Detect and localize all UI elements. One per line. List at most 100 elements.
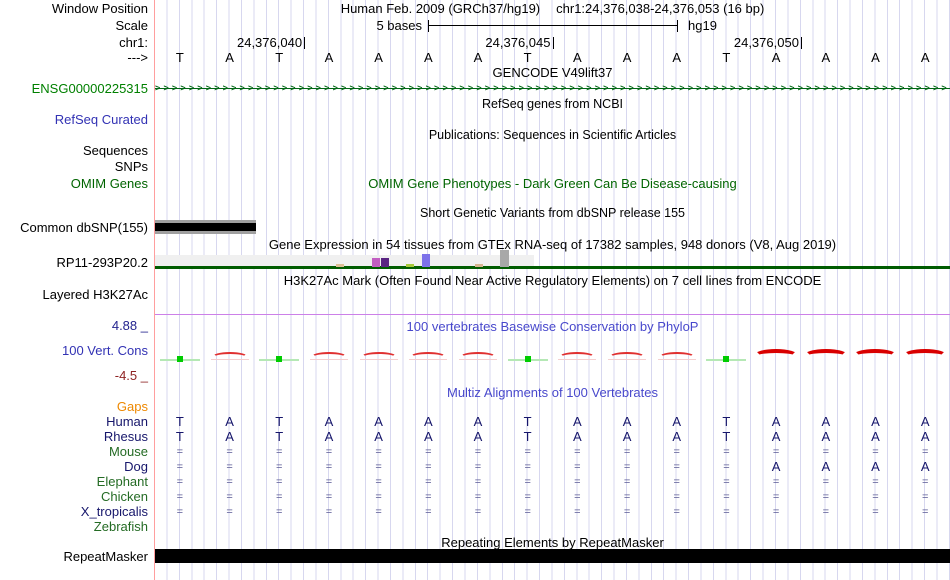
scale-ruler-line — [429, 25, 677, 26]
multiz-aligned-mark: = — [425, 491, 432, 503]
multiz-aligned-mark: = — [325, 476, 333, 488]
conservation-peak-small — [310, 352, 347, 362]
multiz-aligned-mark: = — [474, 461, 482, 473]
multiz-aligned-mark: = — [425, 506, 432, 518]
conservation-peak-small — [211, 352, 248, 362]
multiz-aligned-mark: = — [574, 461, 581, 473]
multiz-aligned-mark: = — [921, 446, 929, 458]
multiz-aligned-mark: = — [176, 476, 184, 488]
multiz-aligned-mark: = — [524, 461, 531, 473]
multiz-aligned-mark: = — [226, 476, 233, 488]
multiz-base: A — [771, 414, 781, 429]
sequence-base: T — [275, 50, 284, 65]
multiz-aligned-mark: = — [623, 446, 631, 458]
multiz-base: A — [423, 429, 433, 444]
multiz-aligned-mark: = — [276, 491, 283, 503]
multiz-species-label-elephant[interactable]: Elephant — [96, 474, 148, 489]
assembly-title: Human Feb. 2009 (GRCh37/hg19) — [340, 1, 541, 16]
conservation-label[interactable]: 100 Vert. Cons — [62, 343, 148, 358]
gtex-expression-mark[interactable] — [422, 254, 430, 267]
omim-genes-label[interactable]: OMIM Genes — [70, 176, 148, 191]
conservation-peak-small — [459, 352, 496, 362]
coordinate-label: 24,376,045 — [485, 35, 551, 50]
multiz-aligned-mark: = — [375, 476, 382, 488]
multiz-aligned-mark: = — [375, 491, 382, 503]
track-area-left-border — [154, 0, 155, 580]
multiz-aligned-mark: = — [772, 491, 780, 503]
gencode-transcript-arrows[interactable]: >>>>>>>>>>>>>>>>>>>>>>>>>>>>>>>>>>>>>>>>… — [155, 83, 950, 93]
multiz-species-label-dog[interactable]: Dog — [124, 459, 148, 474]
multiz-aligned-mark: = — [226, 506, 233, 518]
multiz-aligned-mark: = — [673, 461, 680, 473]
multiz-species-label-rhesus[interactable]: Rhesus — [103, 429, 148, 444]
h3k27ac-signal-line[interactable] — [155, 314, 950, 315]
multiz-aligned-mark: = — [276, 446, 283, 458]
gencode-transcript-line[interactable] — [155, 88, 950, 89]
gtex-gene-line[interactable] — [155, 266, 950, 269]
refseq-curated-label[interactable]: RefSeq Curated — [54, 112, 148, 127]
multiz-aligned-mark: = — [474, 506, 482, 518]
multiz-base: A — [821, 414, 831, 429]
multiz-aligned-mark: = — [872, 506, 879, 518]
multiz-species-label-zebrafish[interactable]: Zebrafish — [93, 519, 148, 534]
gtex-expression-mark[interactable] — [500, 250, 509, 267]
common-dbsnp-label[interactable]: Common dbSNP(155) — [20, 220, 148, 235]
dbsnp-variant-bar-core — [155, 223, 256, 231]
multiz-base: A — [573, 429, 582, 444]
conservation-max-value: 4.88 _ — [111, 318, 148, 333]
multiz-base: T — [523, 414, 532, 429]
multiz-aligned-mark: = — [524, 491, 531, 503]
multiz-base: T — [175, 429, 184, 444]
multiz-aligned-mark: = — [872, 446, 879, 458]
gencode-item-label[interactable]: ENSG00000225315 — [31, 81, 148, 96]
multiz-base: A — [374, 429, 383, 444]
multiz-base: A — [920, 459, 930, 474]
multiz-base: A — [821, 429, 831, 444]
multiz-base: A — [871, 429, 880, 444]
publications-sequences-label[interactable]: Sequences — [82, 143, 148, 158]
multiz-base: A — [821, 459, 831, 474]
multiz-aligned-mark: = — [524, 506, 531, 518]
snps-label[interactable]: SNPs — [114, 159, 148, 174]
multiz-track-title: Multiz Alignments of 100 Vertebrates — [446, 385, 658, 400]
multiz-base: A — [871, 414, 880, 429]
multiz-species-label-gaps[interactable]: Gaps — [116, 399, 148, 414]
sequence-base: A — [672, 50, 682, 65]
publications-track-title: Publications: Sequences in Scientific Ar… — [428, 128, 677, 142]
gtex-expression-mark[interactable] — [475, 264, 483, 267]
multiz-base: A — [573, 414, 582, 429]
h3k27ac-label[interactable]: Layered H3K27Ac — [42, 287, 148, 302]
multiz-base: A — [374, 414, 383, 429]
multiz-aligned-mark: = — [872, 476, 879, 488]
multiz-base: A — [920, 414, 930, 429]
conservation-peak-large — [754, 349, 799, 362]
multiz-base: A — [622, 429, 632, 444]
multiz-aligned-mark: = — [822, 476, 829, 488]
multiz-base: A — [672, 414, 682, 429]
multiz-species-label-chicken[interactable]: Chicken — [101, 489, 148, 504]
conservation-peak-small — [360, 352, 397, 362]
sequence-base: A — [622, 50, 632, 65]
gtex-expression-mark[interactable] — [336, 264, 344, 267]
multiz-base: T — [175, 414, 184, 429]
multiz-species-label-mouse[interactable]: Mouse — [108, 444, 148, 459]
gtex-track-title: Gene Expression in 54 tissues from GTEx … — [268, 237, 837, 252]
multiz-species-label-human[interactable]: Human — [106, 414, 148, 429]
conservation-min-value: -4.5 _ — [114, 368, 148, 383]
multiz-species-label-x_tropicalis[interactable]: X_tropicalis — [80, 504, 148, 519]
conservation-peak-small — [559, 352, 596, 362]
gtex-expression-mark[interactable] — [381, 258, 389, 267]
multiz-aligned-mark: = — [623, 476, 631, 488]
multiz-aligned-mark: = — [921, 506, 929, 518]
gtex-expression-mark[interactable] — [406, 264, 414, 267]
gtex-expression-mark[interactable] — [372, 258, 380, 267]
multiz-aligned-mark: = — [574, 506, 581, 518]
repeatmasker-element-bar[interactable] — [155, 549, 950, 563]
multiz-aligned-mark: = — [276, 461, 283, 473]
sequence-base: A — [225, 50, 234, 65]
repeatmasker-label[interactable]: RepeatMasker — [63, 549, 148, 564]
dbsnp-variant-bar[interactable] — [155, 220, 256, 234]
multiz-aligned-mark: = — [176, 506, 184, 518]
gtex-gene-label[interactable]: RP11-293P20.2 — [56, 255, 148, 270]
